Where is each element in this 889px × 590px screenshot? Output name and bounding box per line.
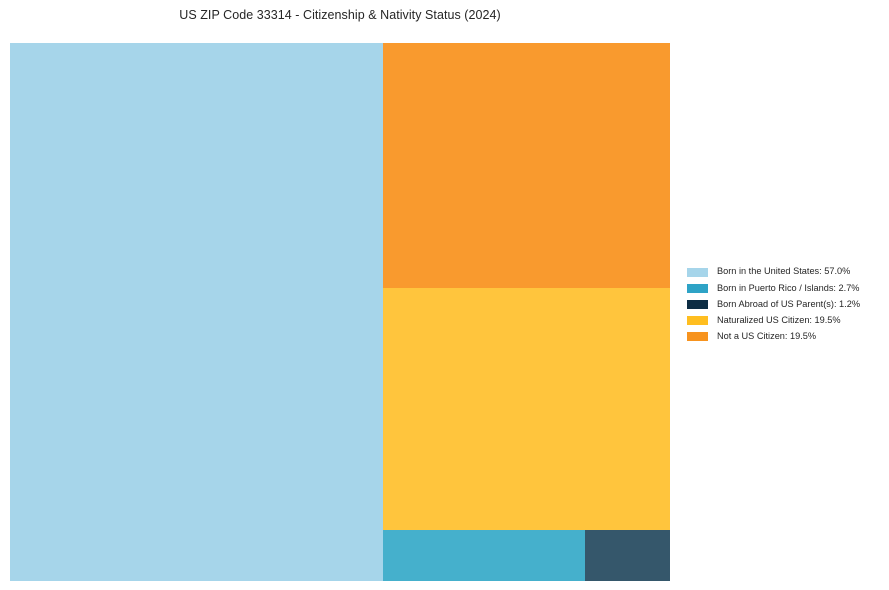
- legend-item-born-in-the-united-states[interactable]: Born in the United States: 57.0%: [687, 264, 883, 280]
- treemap-tile-born-in-puerto-rico-islands[interactable]: [382, 529, 585, 581]
- legend-swatch-icon: [687, 299, 708, 309]
- legend-item-label: Naturalized US Citizen: 19.5%: [717, 315, 841, 326]
- legend-item-not-a-us-citizen[interactable]: Not a US Citizen: 19.5%: [687, 329, 883, 345]
- legend-item-label: Born Abroad of US Parent(s): 1.2%: [717, 298, 860, 309]
- legend-swatch-icon: [687, 316, 708, 326]
- treemap-tile-not-a-us-citizen[interactable]: [382, 43, 670, 288]
- legend-item-label: Not a US Citizen: 19.5%: [717, 331, 817, 342]
- legend-swatch-icon: [687, 332, 708, 342]
- treemap-tile-born-abroad-of-us-parents[interactable]: [584, 529, 670, 581]
- legend-item-born-in-puerto-rico-islands[interactable]: Born in Puerto Rico / Islands: 2.7%: [687, 280, 883, 296]
- legend-swatch-icon: [687, 267, 708, 277]
- chart-legend: Born in the United States: 57.0% Born in…: [687, 264, 883, 345]
- legend-item-naturalized-us-citizen[interactable]: Naturalized US Citizen: 19.5%: [687, 313, 883, 329]
- treemap-tile-naturalized-us-citizen[interactable]: [382, 287, 670, 530]
- treemap-plot-area: [10, 43, 670, 581]
- legend-item-label: Born in the United States: 57.0%: [717, 266, 851, 277]
- treemap-tile-born-in-the-united-states[interactable]: [10, 43, 383, 581]
- legend-item-label: Born in Puerto Rico / Islands: 2.7%: [717, 282, 860, 293]
- legend-item-born-abroad-of-us-parents[interactable]: Born Abroad of US Parent(s): 1.2%: [687, 296, 883, 312]
- legend-swatch-icon: [687, 283, 708, 293]
- chart-title: US ZIP Code 33314 - Citizenship & Nativi…: [179, 8, 501, 22]
